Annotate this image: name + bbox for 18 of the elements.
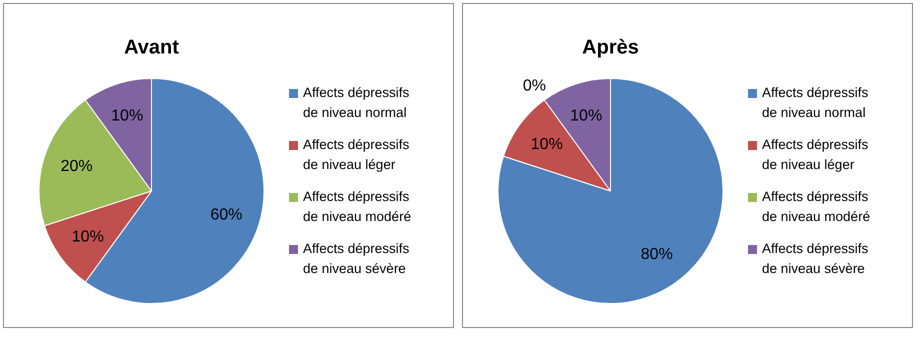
data-label: 80% <box>640 246 673 264</box>
legend-label: Affects dépressifs de niveau sévère <box>303 240 410 278</box>
legend-label: Affects dépressifs de niveau modéré <box>762 188 872 226</box>
data-label: 10% <box>111 108 144 125</box>
data-label: 10% <box>72 228 104 246</box>
legend-label: Affects dépressifs de niveau léger <box>762 136 870 174</box>
data-label: 20% <box>60 158 93 176</box>
text: 0% <box>522 78 546 95</box>
chart-title: Avant <box>124 36 180 59</box>
legend-label: Affects dépressifs de niveau normal <box>303 84 410 122</box>
legend-label: Affects dépressifs de niveau sévère <box>762 240 870 278</box>
data-label: 10% <box>530 136 563 154</box>
chart-title: Après <box>582 36 639 59</box>
data-label: 10% <box>570 108 602 125</box>
data-label: 60% <box>210 206 242 224</box>
legend-label: Affects dépressifs de niveau léger <box>303 136 410 174</box>
legend-label: Affects dépressifs de niveau normal <box>762 84 870 122</box>
legend-label: Affects dépressifs de niveau modéré <box>303 188 412 226</box>
